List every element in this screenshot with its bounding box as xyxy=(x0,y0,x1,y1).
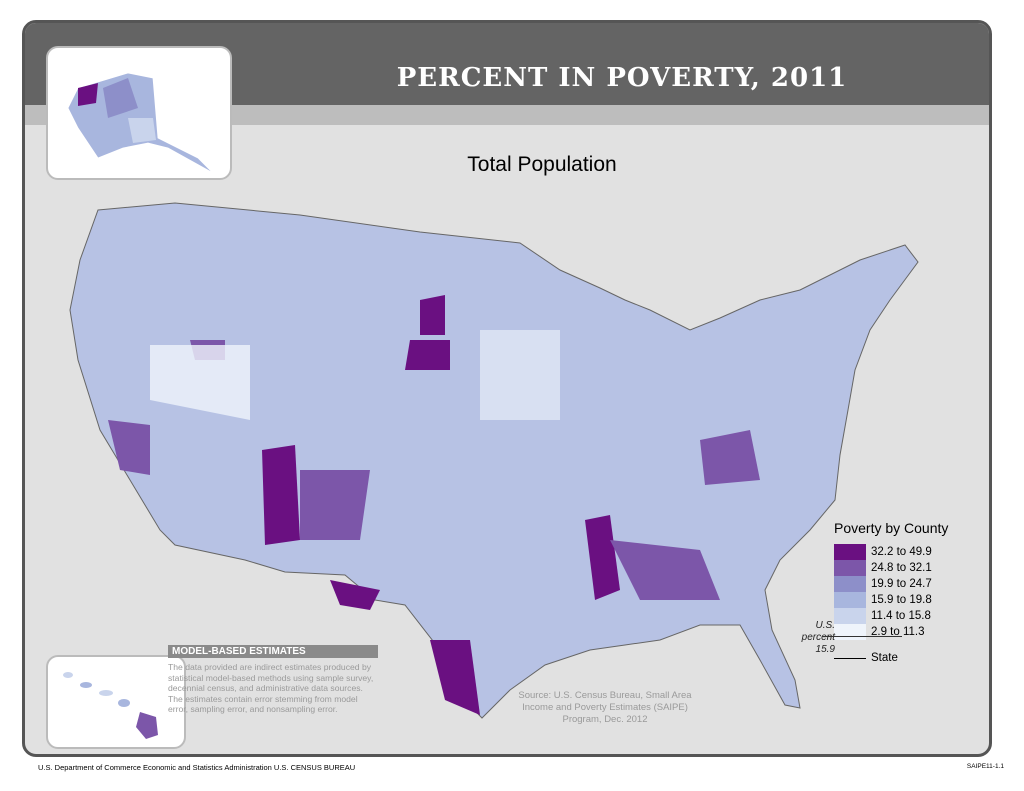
conus-outline xyxy=(69,202,919,719)
legend-swatch xyxy=(834,624,866,640)
legend: Poverty by County 32.2 to 49.9 24.8 to 32… xyxy=(834,520,954,664)
legend-state-label: State xyxy=(871,652,898,664)
alaska-inset xyxy=(46,46,232,180)
alaska-map xyxy=(67,72,214,174)
state-line-swatch xyxy=(834,657,866,659)
us-percent-marker: U.S. percent 15.9 xyxy=(795,620,835,656)
us-percent-label: U.S. percent xyxy=(801,620,835,643)
map-subtitle: Total Population xyxy=(467,153,617,176)
hawaii-inset xyxy=(46,655,186,749)
legend-swatch xyxy=(834,608,866,624)
legend-label: 2.9 to 11.3 xyxy=(871,626,925,638)
legend-title: Poverty by County xyxy=(834,520,949,536)
hawaii-map xyxy=(63,672,158,739)
footer-code: SAIPE11-1.1 xyxy=(966,763,1004,770)
legend-swatch xyxy=(834,592,866,608)
us-percent-value: 15.9 xyxy=(815,644,835,655)
legend-class: 15.9 to 19.8 xyxy=(834,592,954,608)
source-note: Source: U.S. Census Bureau, Small Area I… xyxy=(518,690,692,725)
legend-swatch xyxy=(834,560,866,576)
map-title: PERCENT IN POVERTY, 2011 xyxy=(396,63,848,93)
legend-class: 19.9 to 24.7 xyxy=(834,576,954,592)
title-stripe xyxy=(25,105,989,125)
model-note: MODEL-BASED ESTIMATES The data provided … xyxy=(168,645,378,715)
us-percent-line xyxy=(822,636,902,637)
legend-label: 11.4 to 15.8 xyxy=(871,610,931,622)
legend-class: 32.2 to 49.9 xyxy=(834,544,954,560)
legend-class: 24.8 to 32.1 xyxy=(834,560,954,576)
legend-class: 2.9 to 11.3 xyxy=(834,624,954,640)
legend-label: 15.9 to 19.8 xyxy=(871,594,932,606)
legend-label: 24.8 to 32.1 xyxy=(871,562,932,574)
legend-label: 19.9 to 24.7 xyxy=(871,578,932,590)
legend-swatch xyxy=(834,576,866,592)
legend-state-row: State xyxy=(834,652,954,664)
note-body: The data provided are indirect estimates… xyxy=(168,662,374,714)
legend-class: 11.4 to 15.8 xyxy=(834,608,954,624)
poverty-clusters xyxy=(108,295,760,715)
legend-label: 32.2 to 49.9 xyxy=(871,546,932,558)
footer-agency: U.S. Department of Commerce Economic and… xyxy=(38,763,356,772)
note-heading: MODEL-BASED ESTIMATES xyxy=(168,645,378,658)
legend-swatch xyxy=(834,544,866,560)
